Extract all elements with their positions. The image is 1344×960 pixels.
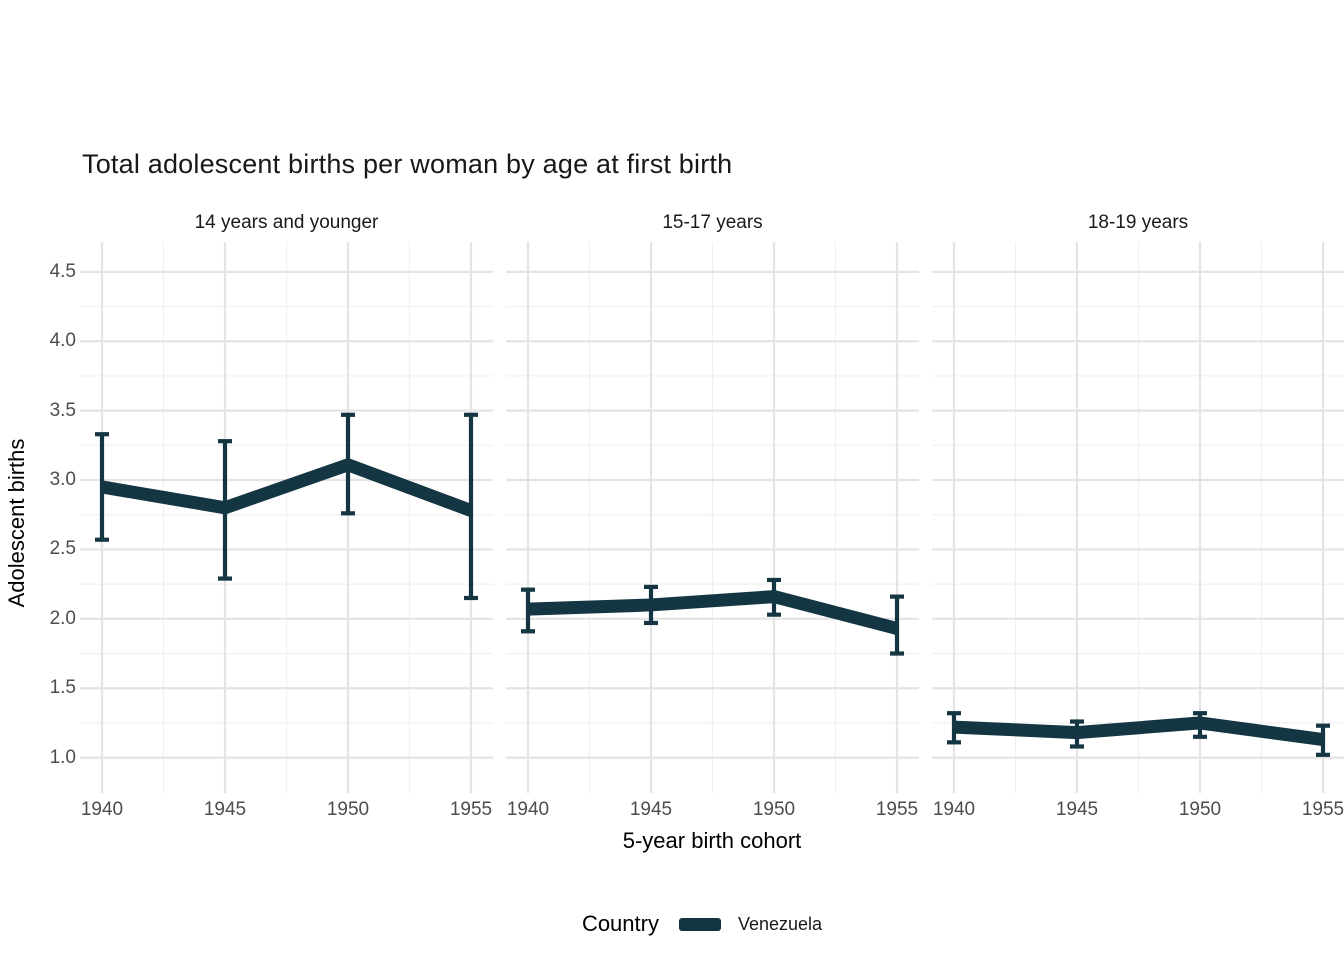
x-tick-label: 1945 xyxy=(203,799,247,820)
series-venezuela xyxy=(521,577,904,656)
y-tick-label: 4.0 xyxy=(49,330,76,352)
x-tick-label: 1945 xyxy=(1055,799,1099,820)
facet-panel xyxy=(506,242,919,793)
legend-label-venezuela: Venezuela xyxy=(737,913,823,934)
facet-panel xyxy=(932,242,1344,793)
x-tick-label: 1955 xyxy=(875,799,919,820)
x-tick-label: 1945 xyxy=(629,799,673,820)
facet-strip-label: 14 years and younger xyxy=(194,212,379,233)
y-tick-label: 2.0 xyxy=(49,607,76,629)
x-tick-label: 1940 xyxy=(506,799,550,820)
facet-strip-label: 15-17 years xyxy=(662,212,763,233)
y-tick-label: 4.5 xyxy=(49,260,76,282)
y-tick-label: 3.0 xyxy=(49,469,76,491)
legend-title: Country xyxy=(581,911,659,936)
chart-title: Total adolescent births per woman by age… xyxy=(82,149,733,179)
x-axis-title: 5-year birth cohort xyxy=(622,828,802,853)
facet-strip-label: 18-19 years xyxy=(1087,212,1189,233)
x-tick-label: 1940 xyxy=(80,799,124,820)
series-venezuela xyxy=(95,412,478,601)
x-tick-label: 1955 xyxy=(449,799,493,820)
y-axis-title: Adolescent births xyxy=(4,438,29,608)
y-tick-label: 3.5 xyxy=(49,399,76,421)
x-tick-label: 1940 xyxy=(932,799,976,820)
legend: Country Venezuela xyxy=(60,901,1344,947)
y-tick-label: 1.0 xyxy=(49,746,76,768)
y-tick-label: 2.5 xyxy=(49,538,76,560)
x-tick-label: 1950 xyxy=(326,799,370,820)
x-tick-label: 1955 xyxy=(1301,799,1344,820)
series-venezuela xyxy=(947,711,1330,757)
x-tick-label: 1950 xyxy=(1178,799,1222,820)
legend-swatch-line-icon xyxy=(678,917,721,931)
x-tick-label: 1950 xyxy=(752,799,796,820)
y-tick-label: 1.5 xyxy=(49,677,76,699)
facet-panel xyxy=(80,242,493,793)
